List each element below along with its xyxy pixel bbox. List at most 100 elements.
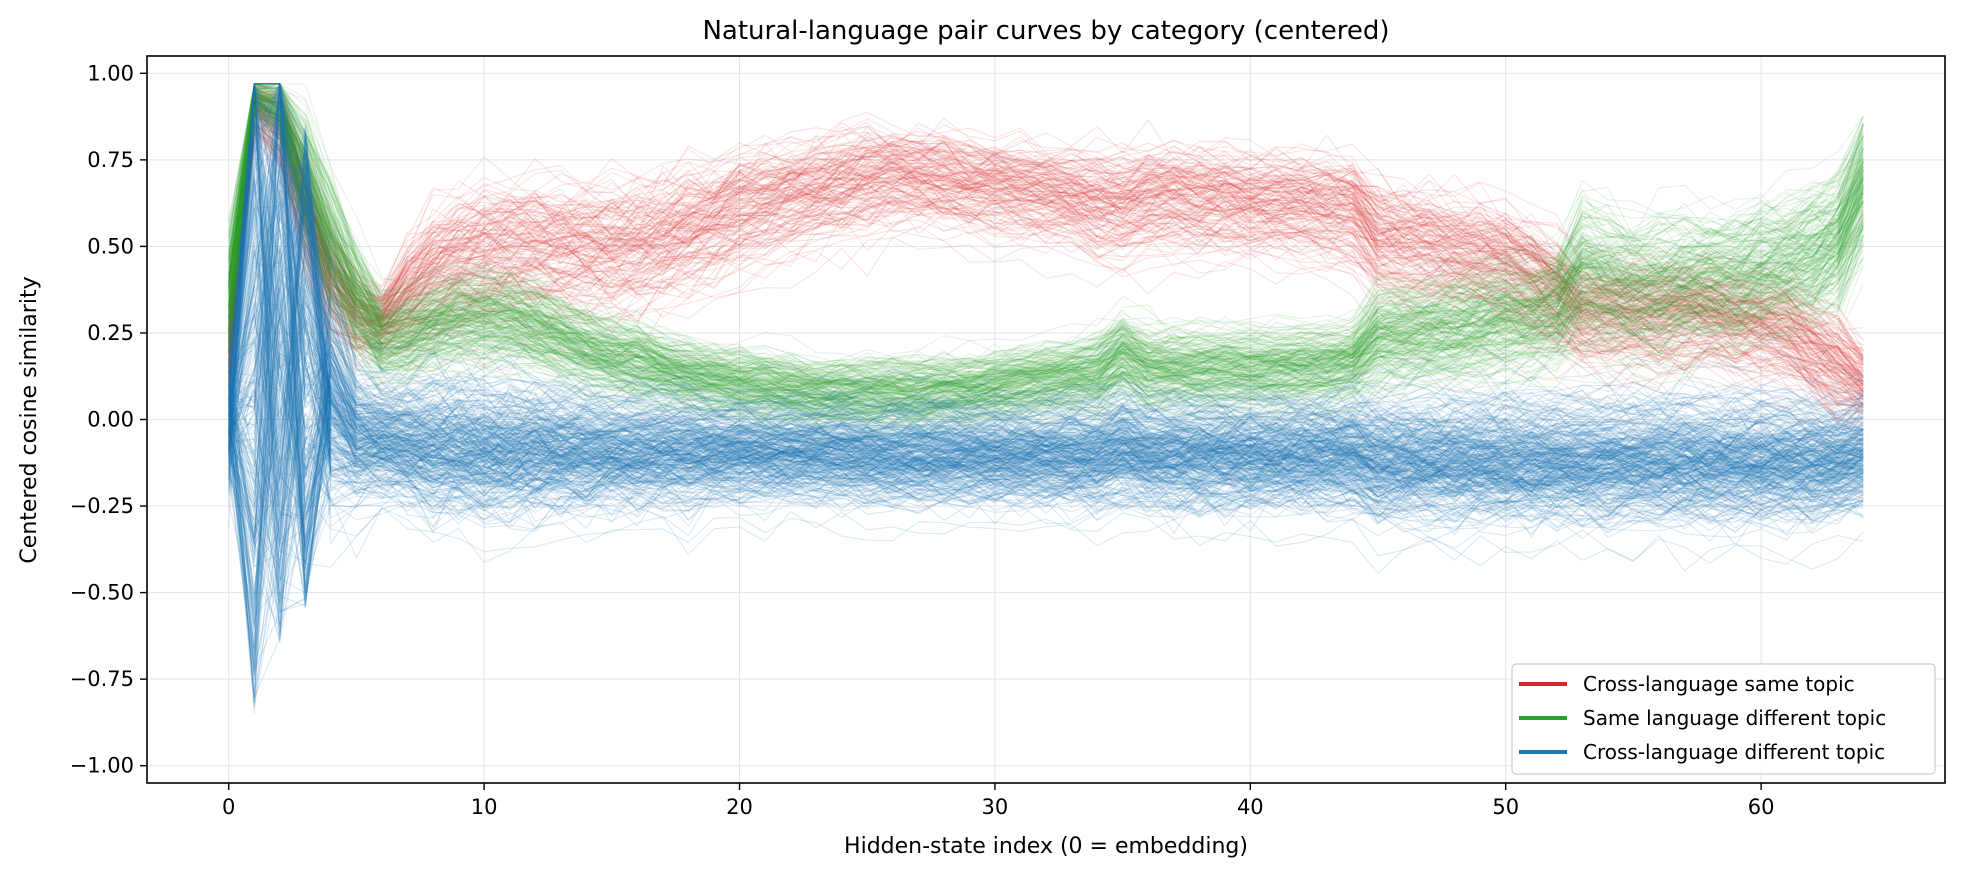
legend-label-same-language-different-topic: Same language different topic (1583, 706, 1886, 730)
series-curves (228, 83, 1864, 715)
series-curve (228, 129, 1864, 409)
series-curve (228, 130, 1864, 407)
series-curve (228, 89, 1864, 364)
series-curve (228, 98, 1864, 376)
series-curve (228, 102, 1864, 391)
series-curve (228, 140, 1864, 431)
y-tick-label: −1.00 (70, 754, 134, 778)
chart-title: Natural-language pair curves by category… (702, 16, 1389, 46)
series-curve (228, 91, 1864, 360)
series-curve (228, 109, 1864, 412)
series-curve (228, 118, 1864, 405)
series-curve (228, 125, 1864, 406)
series-curve (228, 108, 1864, 392)
series-curve (228, 95, 1864, 386)
legend-label-cross-language-same-topic: Cross-language same topic (1583, 672, 1855, 696)
series-curve (228, 93, 1864, 365)
series-curve (228, 108, 1864, 396)
series-curve (228, 90, 1864, 370)
series-curve (228, 91, 1864, 392)
series-curve (228, 119, 1864, 395)
x-tick-label: 30 (982, 795, 1009, 819)
series-curve (228, 122, 1864, 411)
series-curve (228, 101, 1864, 358)
series-curve (228, 133, 1864, 421)
y-axis-label: Centered cosine similarity (17, 276, 42, 563)
series-curve (228, 115, 1864, 388)
series-curve (228, 100, 1864, 376)
series-curve (228, 114, 1864, 391)
x-axis-label: Hidden-state index (0 = embedding) (844, 834, 1248, 859)
series-curve (228, 83, 1864, 332)
y-tick-label: 0.00 (87, 408, 134, 432)
series-curve (228, 108, 1864, 401)
series-curve (228, 134, 1864, 441)
series-curve (228, 91, 1864, 364)
series-curve (228, 126, 1864, 408)
series-curve (228, 114, 1864, 402)
series-curve (228, 103, 1864, 361)
x-tick-label: 0 (222, 795, 235, 819)
series-curve (228, 105, 1864, 383)
series-curve (228, 103, 1864, 401)
series-curve (228, 96, 1864, 362)
series-curve (228, 112, 1864, 382)
series-curve (228, 118, 1864, 389)
series-curve (228, 103, 1864, 366)
series-curve (228, 124, 1864, 404)
series-curve (228, 88, 1864, 359)
series-curve (228, 132, 1864, 426)
grid-lines (147, 56, 1945, 783)
series-curve (228, 125, 1864, 420)
series-curve (228, 129, 1864, 404)
y-tick-label: −0.50 (70, 581, 134, 605)
series-curve (228, 87, 1864, 370)
series-curve (228, 123, 1864, 402)
series-curve (228, 105, 1864, 381)
series-curve (228, 114, 1864, 392)
series-curve (228, 107, 1864, 386)
series-curve (228, 116, 1864, 387)
x-tick-label: 20 (726, 795, 753, 819)
series-curve (228, 100, 1864, 382)
x-tick-label: 10 (471, 795, 498, 819)
series-curve (228, 104, 1864, 383)
x-tick-label: 50 (1492, 795, 1519, 819)
series-curve (228, 123, 1864, 415)
series-curve (228, 94, 1864, 378)
series-curve (228, 137, 1864, 445)
series-curve (228, 99, 1864, 399)
series-curve (228, 110, 1864, 405)
series-curve (228, 85, 1864, 355)
series-curve (228, 90, 1864, 350)
series-curve (228, 108, 1864, 395)
series-curve (228, 103, 1864, 383)
y-tick-label: 0.25 (87, 321, 134, 345)
series-curve (228, 110, 1864, 406)
series-curve (228, 126, 1864, 416)
series-curve (228, 104, 1864, 384)
series-curve (228, 93, 1864, 353)
series-curve (228, 103, 1864, 390)
y-tick-label: −0.75 (70, 667, 134, 691)
series-cross-language-same-topic (228, 83, 1864, 459)
series-curve (228, 120, 1864, 400)
series-curve (228, 132, 1864, 407)
series-curve (228, 109, 1864, 383)
series-curve (228, 88, 1864, 345)
series-curve (228, 146, 1864, 459)
series-curve (228, 116, 1864, 410)
series-curve (228, 133, 1864, 436)
series-curve (228, 102, 1864, 378)
series-curve (228, 135, 1864, 427)
series-curve (228, 105, 1864, 393)
series-curve (228, 88, 1864, 362)
x-tick-label: 60 (1748, 795, 1775, 819)
series-curve (228, 87, 1864, 356)
series-curve (228, 110, 1864, 397)
series-curve (228, 112, 1864, 385)
y-tick-label: 0.75 (87, 148, 134, 172)
series-curve (228, 91, 1864, 365)
series-curve (228, 95, 1864, 379)
